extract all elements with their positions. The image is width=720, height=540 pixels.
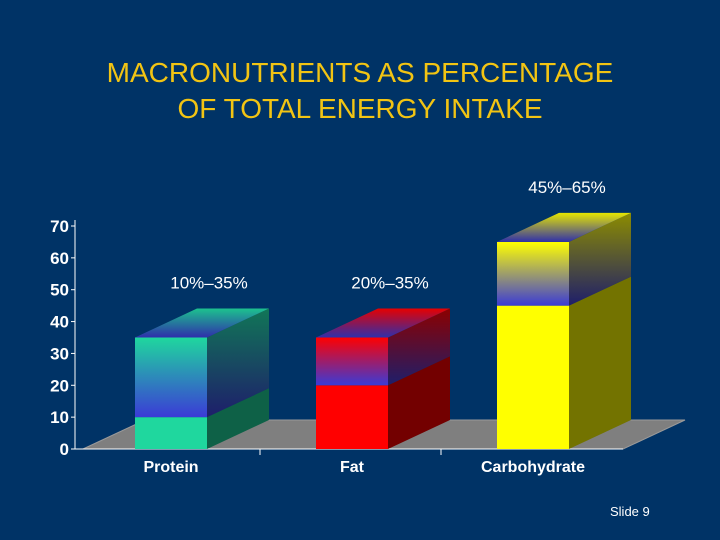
fat-range-label: 20%–35% bbox=[351, 274, 429, 293]
category-label-carbohydrate: Carbohydrate bbox=[481, 459, 585, 476]
slide-title: MACRONUTRIENTS AS PERCENTAGE OF TOTAL EN… bbox=[0, 55, 720, 127]
protein-bar-upper bbox=[135, 337, 207, 418]
fat-bar-top bbox=[316, 308, 450, 338]
y-tick-label-70: 70 bbox=[50, 217, 69, 236]
category-label-fat: Fat bbox=[340, 459, 365, 476]
fat-bar-lower bbox=[316, 385, 388, 449]
protein-bar-lower bbox=[135, 417, 207, 449]
y-tick-label-40: 40 bbox=[50, 313, 69, 332]
fat-bar-upper bbox=[316, 337, 388, 386]
fat-bar-side-lower bbox=[388, 356, 450, 449]
carbohydrate-bar-top bbox=[497, 212, 631, 242]
protein-range-label: 10%–35% bbox=[170, 274, 248, 293]
slide-title-line-2: OF TOTAL ENERGY INTAKE bbox=[177, 93, 543, 124]
carbohydrate-bar-upper bbox=[497, 241, 569, 306]
category-label-protein: Protein bbox=[143, 459, 198, 476]
carbohydrate-range-label: 45%–65% bbox=[528, 178, 606, 197]
y-tick-label-20: 20 bbox=[50, 376, 69, 395]
carbohydrate-bar-side-upper bbox=[569, 212, 631, 306]
protein-bar-side-lower bbox=[207, 388, 269, 449]
protein-bar-top bbox=[135, 308, 269, 338]
y-tick-label-60: 60 bbox=[50, 249, 69, 268]
carbohydrate-bar-side-lower bbox=[569, 276, 631, 449]
y-tick-label-0: 0 bbox=[60, 440, 69, 459]
slide-title-line-1: MACRONUTRIENTS AS PERCENTAGE bbox=[106, 57, 614, 88]
carbohydrate-bar-lower bbox=[497, 305, 569, 449]
y-tick-label-30: 30 bbox=[50, 344, 69, 363]
slide-number: Slide 9 bbox=[610, 504, 650, 519]
y-tick-label-10: 10 bbox=[50, 408, 69, 427]
fat-bar-side-upper bbox=[388, 308, 450, 386]
y-tick-label-50: 50 bbox=[50, 281, 69, 300]
protein-bar-side-upper bbox=[207, 308, 269, 418]
